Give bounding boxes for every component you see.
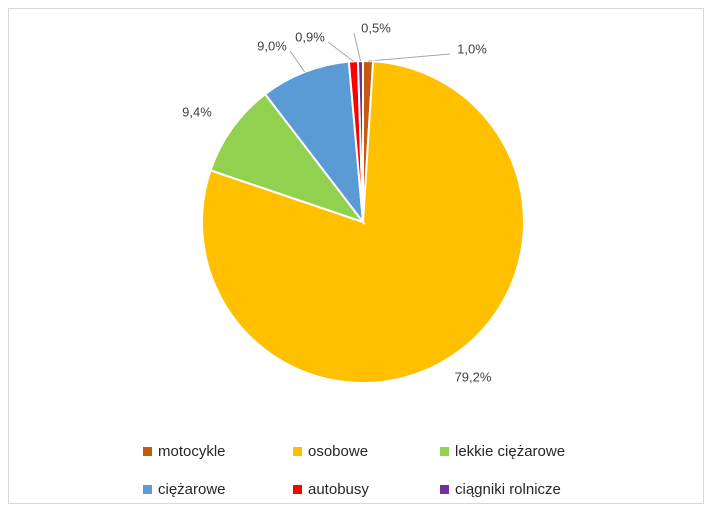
legend-marker (293, 447, 302, 456)
legend-marker (143, 485, 152, 494)
legend-marker (143, 447, 152, 456)
data-label: 9,0% (257, 38, 287, 53)
leader-line (327, 41, 354, 62)
legend-marker (440, 447, 449, 456)
leader-line (353, 32, 361, 62)
data-label: 0,9% (295, 29, 325, 44)
legend-label: ciężarowe (158, 481, 226, 498)
data-label: 0,5% (361, 20, 391, 35)
legend-label: autobusy (308, 481, 369, 498)
legend-label: motocykle (158, 443, 226, 460)
pie-slice (263, 60, 365, 226)
legend-label: lekkie ciężarowe (455, 443, 565, 460)
leader-line (289, 50, 306, 73)
legend-marker (293, 485, 302, 494)
data-label: 79,2% (455, 369, 492, 384)
data-label: 1,0% (457, 41, 487, 56)
pie-slice (209, 92, 366, 225)
legend-label: osobowe (308, 443, 368, 460)
data-label: 9,4% (182, 104, 212, 119)
legend-label: ciągniki rolnicze (455, 481, 561, 498)
legend-marker (440, 485, 449, 494)
leader-line (368, 53, 451, 62)
